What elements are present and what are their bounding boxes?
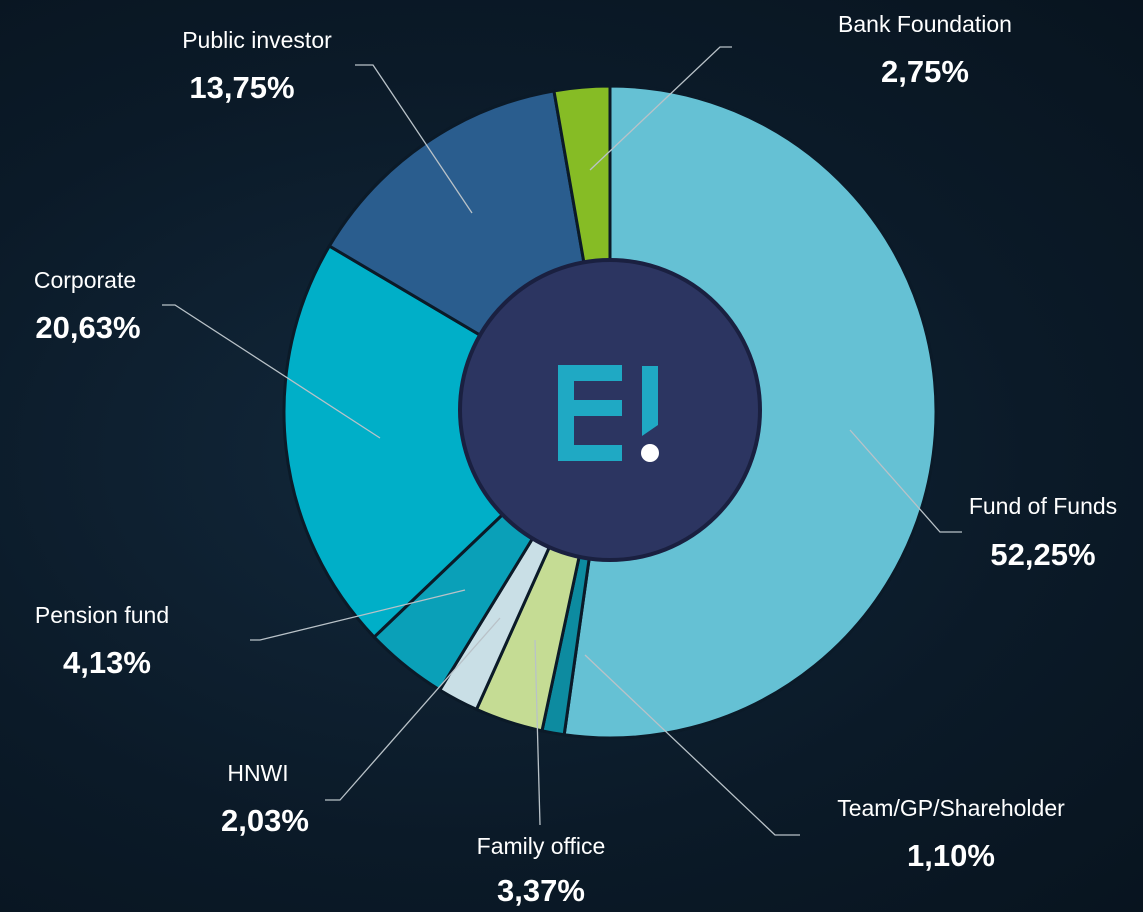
label-value: 52,25% [990,537,1095,572]
leader-line [250,589,466,641]
label-name: Public investor [182,27,332,53]
label-name: HNWI [227,760,288,786]
labels: Fund of Funds 52,25% Team/GP/Shareholder 1,… [34,11,1117,908]
label-value: 20,63% [35,310,140,345]
label-value: 2,03% [221,803,309,838]
leader-line [162,304,381,439]
leader-line [534,639,541,826]
label-value: 3,37% [497,873,585,908]
leader-line [355,64,473,214]
leader-line [589,46,732,171]
label-value: 4,13% [63,645,151,680]
label-name: Family office [477,833,606,859]
logo [558,365,659,462]
label-name: Corporate [34,267,136,293]
logo-mark [642,366,658,436]
leaders [162,46,962,836]
label-name: Pension fund [35,602,169,628]
leader-line [325,617,501,801]
leader-line [849,429,962,533]
logo-dot [641,444,659,462]
label-value: 2,75% [881,54,969,89]
label-name: Bank Foundation [838,11,1012,37]
logo-bar [558,365,574,461]
label-name: Fund of Funds [969,493,1117,519]
label-name: Team/GP/Shareholder [837,795,1065,821]
label-value: 13,75% [189,70,294,105]
slice [282,243,613,640]
label-value: 1,10% [907,838,995,873]
leader-line [584,654,800,836]
